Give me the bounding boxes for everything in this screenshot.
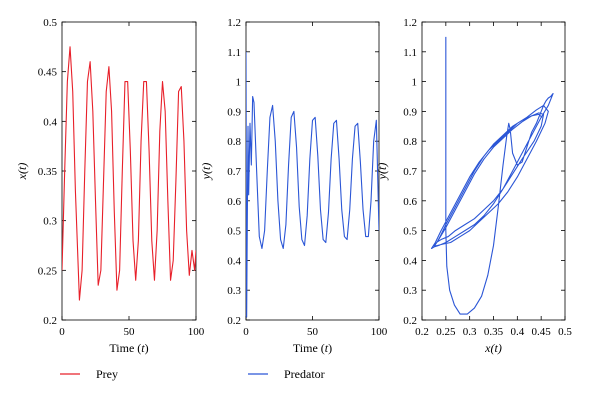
predator-x-axis-label-close: ) [328,341,332,355]
phase-x-tick-label: 0.4 [510,326,524,338]
phase-y-tick-label: 1 [412,77,418,89]
predator-y-tick-label: 0.8 [227,136,241,148]
phase-y-tick-label: 0.9 [403,106,417,118]
predator-x-axis-label: Time (t) [293,341,332,355]
prey-time-series-panel: 0 50 100 0.2 0.25 0.3 0.35 0.4 0.45 0.5 Time (t) x(… [15,17,205,355]
prey-y-tick-label: 0.5 [43,17,57,29]
phase-y-tick-label: 0.2 [403,315,417,327]
prey-y-tick-label: 0.35 [38,166,58,178]
phase-x-axis-label: x(t) [484,341,502,355]
predator-y-axis-label: y(t) [199,163,213,181]
predator-x-tick-label: 100 [371,326,388,338]
phase-plot-frame [421,21,566,321]
prey-y-axis-label: x(t) [15,163,29,181]
phase-x-tick-label: 0.35 [484,326,504,338]
phase-x-tick-label: 0.25 [436,326,456,338]
prey-series-line [62,46,196,301]
legend: Prey Predator [60,367,325,381]
predator-x-axis-label-open: ( [318,341,325,355]
prey-x-tick-label: 0 [59,326,65,338]
predator-series-line [246,51,379,318]
prey-y-tick-label: 0.25 [38,265,58,277]
predator-y-tick-label: 1.1 [227,47,241,59]
predator-plot-frame [245,21,380,321]
legend-label-predator: Predator [284,367,325,381]
predator-y-tick-label: 1.2 [227,17,241,29]
phase-y-tick-label: 0.7 [403,166,417,178]
prey-y-tick-label: 0.3 [43,216,57,228]
prey-x-tick-label: 50 [124,326,136,338]
prey-x-tick-label: 100 [188,326,205,338]
phase-x-tick-label: 0.2 [415,326,429,338]
phase-y-tick-label: 0.8 [403,136,417,148]
phase-y-tick-label: 1.1 [403,47,417,59]
prey-x-axis-label-var: t [141,341,145,355]
predator-y-tick-label: 0.7 [227,166,241,178]
phase-y-tick-label: 0.6 [403,196,417,208]
phase-y-axis-label: y(t) [375,163,389,181]
phase-y-tick-label: 1.2 [403,17,417,29]
predator-y-tick-label: 0.9 [227,106,241,118]
predator-y-tick-label: 0.2 [227,315,241,327]
legend-item-prey: Prey [60,367,118,381]
predator-x-tick-label: 50 [307,326,319,338]
predator-time-series-panel: 0 50 100 0.2 0.3 0.4 0.5 0.6 0.7 0.8 0.9 1 1.1 1.2 Tim… [199,17,388,355]
predator-y-tick-label: 0.4 [227,255,241,267]
predator-y-tick-label: 0.3 [227,285,241,297]
phase-series-line [430,36,554,315]
phase-x-tick-label: 0.5 [558,326,572,338]
predator-x-tick-label: 0 [243,326,249,338]
phase-y-tick-label: 0.3 [403,285,417,297]
predator-y-tick-label: 1 [236,77,242,89]
phase-y-tick-label: 0.5 [403,226,417,238]
prey-x-axis-label-text: Time [109,341,134,355]
prey-x-axis-label-close: ) [145,341,149,355]
predator-y-tick-label: 0.5 [227,226,241,238]
prey-y-tick-label: 0.2 [43,315,57,327]
legend-item-predator: Predator [248,367,325,381]
prey-x-axis-label: Time (t) [109,341,148,355]
predator-x-axis-label-var: t [325,341,329,355]
prey-y-tick-label: 0.45 [38,67,58,79]
phase-x-tick-label: 0.45 [532,326,552,338]
prey-x-axis-label-open: ( [134,341,141,355]
phase-x-tick-label: 0.3 [463,326,477,338]
phase-y-tick-label: 0.4 [403,255,417,267]
legend-label-prey: Prey [96,367,118,381]
predator-x-axis-label-text: Time [293,341,318,355]
prey-y-tick-label: 0.4 [43,116,57,128]
predator-y-tick-label: 0.6 [227,196,241,208]
phase-portrait-panel: 0.2 0.25 0.3 0.35 0.4 0.45 0.5 0.2 0.3 0.4 0.5 0.6 0… [375,17,572,355]
